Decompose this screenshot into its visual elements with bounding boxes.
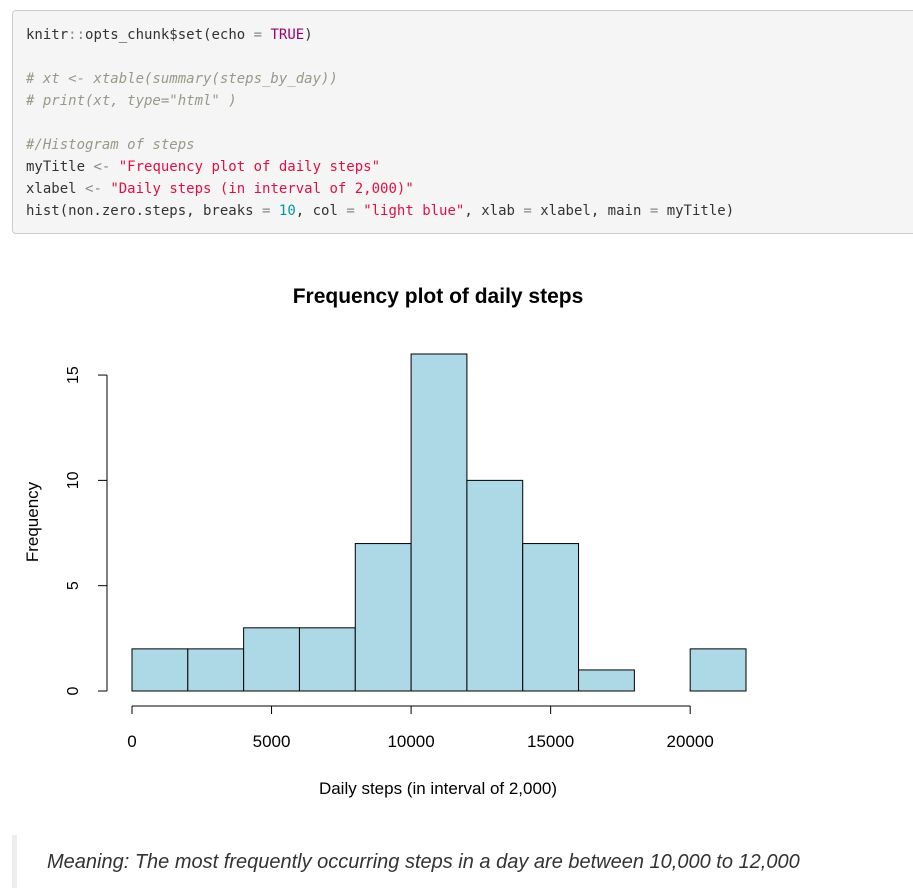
histogram-bar xyxy=(243,627,300,692)
x-axis-label: Daily steps (in interval of 2,000) xyxy=(319,779,557,798)
code-token: "light blue" xyxy=(363,203,465,219)
meaning-text: Meaning: The most frequently occurring s… xyxy=(47,851,800,873)
histogram-bar xyxy=(187,648,245,692)
code-block: knitr::opts_chunk$set(echo = TRUE)# xt <… xyxy=(12,10,913,234)
y-tick-label: 0 xyxy=(65,686,82,695)
x-tick-label: 10000 xyxy=(387,732,434,751)
code-line: knitr::opts_chunk$set(echo = TRUE) xyxy=(26,26,313,44)
code-token xyxy=(270,203,278,219)
code-token: opts_chunk$set xyxy=(85,27,204,43)
code-line: myTitle <- "Frequency plot of daily step… xyxy=(26,158,380,176)
histogram-bar xyxy=(689,648,747,692)
code-token: TRUE xyxy=(270,27,305,43)
histogram-bar xyxy=(131,648,189,692)
code-token xyxy=(110,159,118,175)
y-axis: 0 5 10 15 xyxy=(65,366,108,695)
histogram-bar xyxy=(354,543,412,692)
code-token: = xyxy=(262,203,271,219)
code-line: hist(non.zero.steps, breaks = 10, col = … xyxy=(26,202,734,220)
code-line: # xt <- xtable(summary(steps_by_day)) xyxy=(26,70,338,88)
code-token xyxy=(355,203,363,219)
code-line: # print(xt, type="html" ) xyxy=(26,92,237,110)
code-token: :: xyxy=(68,27,86,43)
code-token: 10 xyxy=(278,203,296,219)
code-token: = xyxy=(523,203,532,219)
bars-group xyxy=(131,353,747,692)
code-token: xlabel, main xyxy=(531,203,650,219)
code-token: # print(xt, type="html" ) xyxy=(26,93,237,109)
code-token: myTitle) xyxy=(658,203,735,219)
code-token: , xlab xyxy=(464,203,524,219)
code-line: xlabel <- "Daily steps (in interval of 2… xyxy=(26,180,414,198)
histogram-plot: Frequency plot of daily steps 0 5 10 15 0 50… xyxy=(23,285,747,798)
code-token: ) xyxy=(304,27,313,43)
code-token: "Daily steps (in interval of 2,000)" xyxy=(110,181,414,197)
y-tick-label: 15 xyxy=(65,366,82,384)
chart-title: Frequency plot of daily steps xyxy=(293,285,584,308)
code-token: hist(non.zero.steps, breaks xyxy=(26,203,263,219)
histogram-bar xyxy=(578,669,635,692)
histogram-bar xyxy=(298,627,356,692)
meaning-blockquote: Meaning: The most frequently occurring s… xyxy=(12,835,913,888)
code-token: "Frequency plot of daily steps" xyxy=(118,159,381,175)
code-token: xlabel xyxy=(26,181,86,197)
histogram-bar xyxy=(410,353,468,692)
code-token: #/Histogram of steps xyxy=(26,137,195,153)
code-token: <- xyxy=(93,159,111,175)
x-axis: 0 5000 10000 15000 20000 xyxy=(127,705,714,751)
code-token: = xyxy=(649,203,659,219)
y-tick-label: 5 xyxy=(65,581,82,590)
code-token: knitr xyxy=(26,27,69,43)
code-token: myTitle xyxy=(26,159,94,175)
code-token: = xyxy=(253,27,263,43)
histogram-bar xyxy=(466,479,524,692)
code-token: = xyxy=(346,203,355,219)
code-token: , col xyxy=(295,203,347,219)
y-axis-label: Frequency xyxy=(23,481,42,562)
y-tick-label: 10 xyxy=(65,471,82,489)
code-token: # xt <- xtable(summary(steps_by_day)) xyxy=(26,71,338,87)
x-tick-label: 20000 xyxy=(667,732,714,751)
code-token: (echo xyxy=(203,27,254,43)
histogram-bar xyxy=(522,543,580,692)
code-token: <- xyxy=(85,181,102,197)
code-line: #/Histogram of steps xyxy=(26,136,195,154)
x-tick-label: 5000 xyxy=(253,732,291,751)
x-tick-label: 15000 xyxy=(527,732,574,751)
x-tick-label: 0 xyxy=(127,732,136,751)
